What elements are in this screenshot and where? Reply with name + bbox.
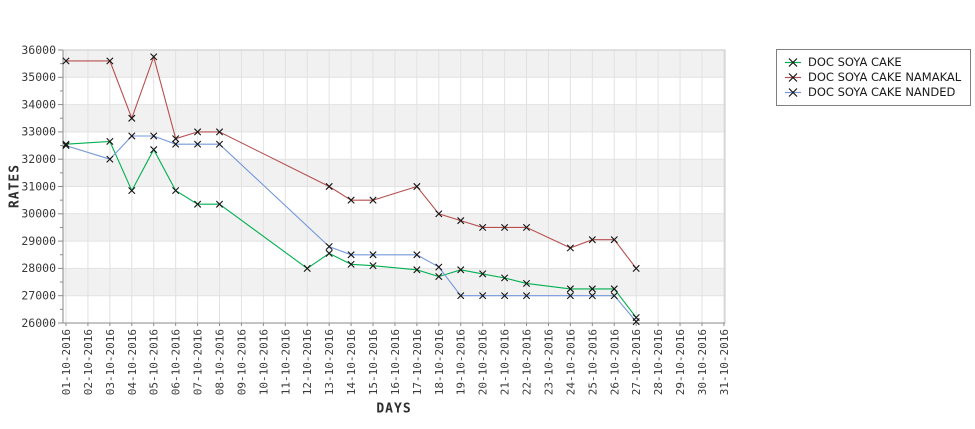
- svg-text:01-10-2016: 01-10-2016: [60, 329, 73, 395]
- svg-text:33000: 33000: [21, 125, 56, 139]
- svg-text:16-10-2016: 16-10-2016: [389, 329, 402, 395]
- svg-text:34000: 34000: [21, 97, 56, 111]
- svg-text:29-10-2016: 29-10-2016: [674, 329, 687, 395]
- svg-text:02-10-2016: 02-10-2016: [82, 329, 95, 395]
- svg-text:26-10-2016: 26-10-2016: [608, 329, 621, 395]
- svg-text:25-10-2016: 25-10-2016: [586, 329, 599, 395]
- svg-text:35000: 35000: [21, 70, 56, 84]
- svg-text:31000: 31000: [21, 179, 56, 193]
- legend-label: DOC SOYA CAKE: [808, 55, 902, 69]
- svg-text:06-10-2016: 06-10-2016: [170, 329, 183, 395]
- svg-text:04-10-2016: 04-10-2016: [126, 329, 139, 395]
- legend-item-doc-soya-cake: DOC SOYA CAKE: [784, 55, 961, 70]
- svg-text:21-10-2016: 21-10-2016: [499, 329, 512, 395]
- legend-marker-doc-soya-cake-namakal-icon: [785, 73, 801, 82]
- svg-text:32000: 32000: [21, 152, 56, 166]
- legend-item-doc-soya-cake-nanded: DOC SOYA CAKE NANDED: [784, 85, 961, 100]
- svg-text:17-10-2016: 17-10-2016: [411, 329, 424, 395]
- svg-text:11-10-2016: 11-10-2016: [279, 329, 292, 395]
- svg-text:30-10-2016: 30-10-2016: [696, 329, 709, 395]
- svg-text:20-10-2016: 20-10-2016: [477, 329, 490, 395]
- legend-marker-doc-soya-cake-icon: [785, 58, 801, 67]
- svg-text:28-10-2016: 28-10-2016: [652, 329, 665, 395]
- legend-marker-doc-soya-cake-nanded-icon: [785, 88, 801, 97]
- svg-text:26000: 26000: [21, 316, 56, 330]
- svg-text:27-10-2016: 27-10-2016: [630, 329, 643, 395]
- svg-text:10-10-2016: 10-10-2016: [257, 329, 270, 395]
- svg-text:28000: 28000: [21, 261, 56, 275]
- svg-text:12-10-2016: 12-10-2016: [301, 329, 314, 395]
- svg-text:05-10-2016: 05-10-2016: [148, 329, 161, 395]
- svg-text:19-10-2016: 19-10-2016: [455, 329, 468, 395]
- svg-text:18-10-2016: 18-10-2016: [433, 329, 446, 395]
- x-axis-title: DAYS: [376, 401, 412, 417]
- y-axis-title: RATES: [7, 163, 23, 209]
- svg-text:03-10-2016: 03-10-2016: [104, 329, 117, 395]
- svg-text:24-10-2016: 24-10-2016: [564, 329, 577, 395]
- legend-label: DOC SOYA CAKE NAMAKAL: [808, 70, 962, 84]
- legend: DOC SOYA CAKE DOC SOYA CAKE NAMAKAL DOC …: [776, 49, 972, 106]
- svg-text:31-10-2016: 31-10-2016: [718, 329, 731, 395]
- legend-item-doc-soya-cake-namakal: DOC SOYA CAKE NAMAKAL: [784, 70, 961, 85]
- svg-text:29000: 29000: [21, 234, 56, 248]
- svg-text:23-10-2016: 23-10-2016: [542, 329, 555, 395]
- svg-text:08-10-2016: 08-10-2016: [214, 329, 227, 395]
- svg-text:30000: 30000: [21, 207, 56, 221]
- svg-text:22-10-2016: 22-10-2016: [521, 329, 534, 395]
- legend-label: DOC SOYA CAKE NANDED: [808, 85, 956, 99]
- svg-text:15-10-2016: 15-10-2016: [367, 329, 380, 395]
- svg-text:13-10-2016: 13-10-2016: [323, 329, 336, 395]
- svg-text:14-10-2016: 14-10-2016: [345, 329, 358, 395]
- svg-text:09-10-2016: 09-10-2016: [235, 329, 248, 395]
- svg-text:07-10-2016: 07-10-2016: [192, 329, 205, 395]
- svg-text:36000: 36000: [21, 43, 56, 57]
- svg-text:27000: 27000: [21, 289, 56, 303]
